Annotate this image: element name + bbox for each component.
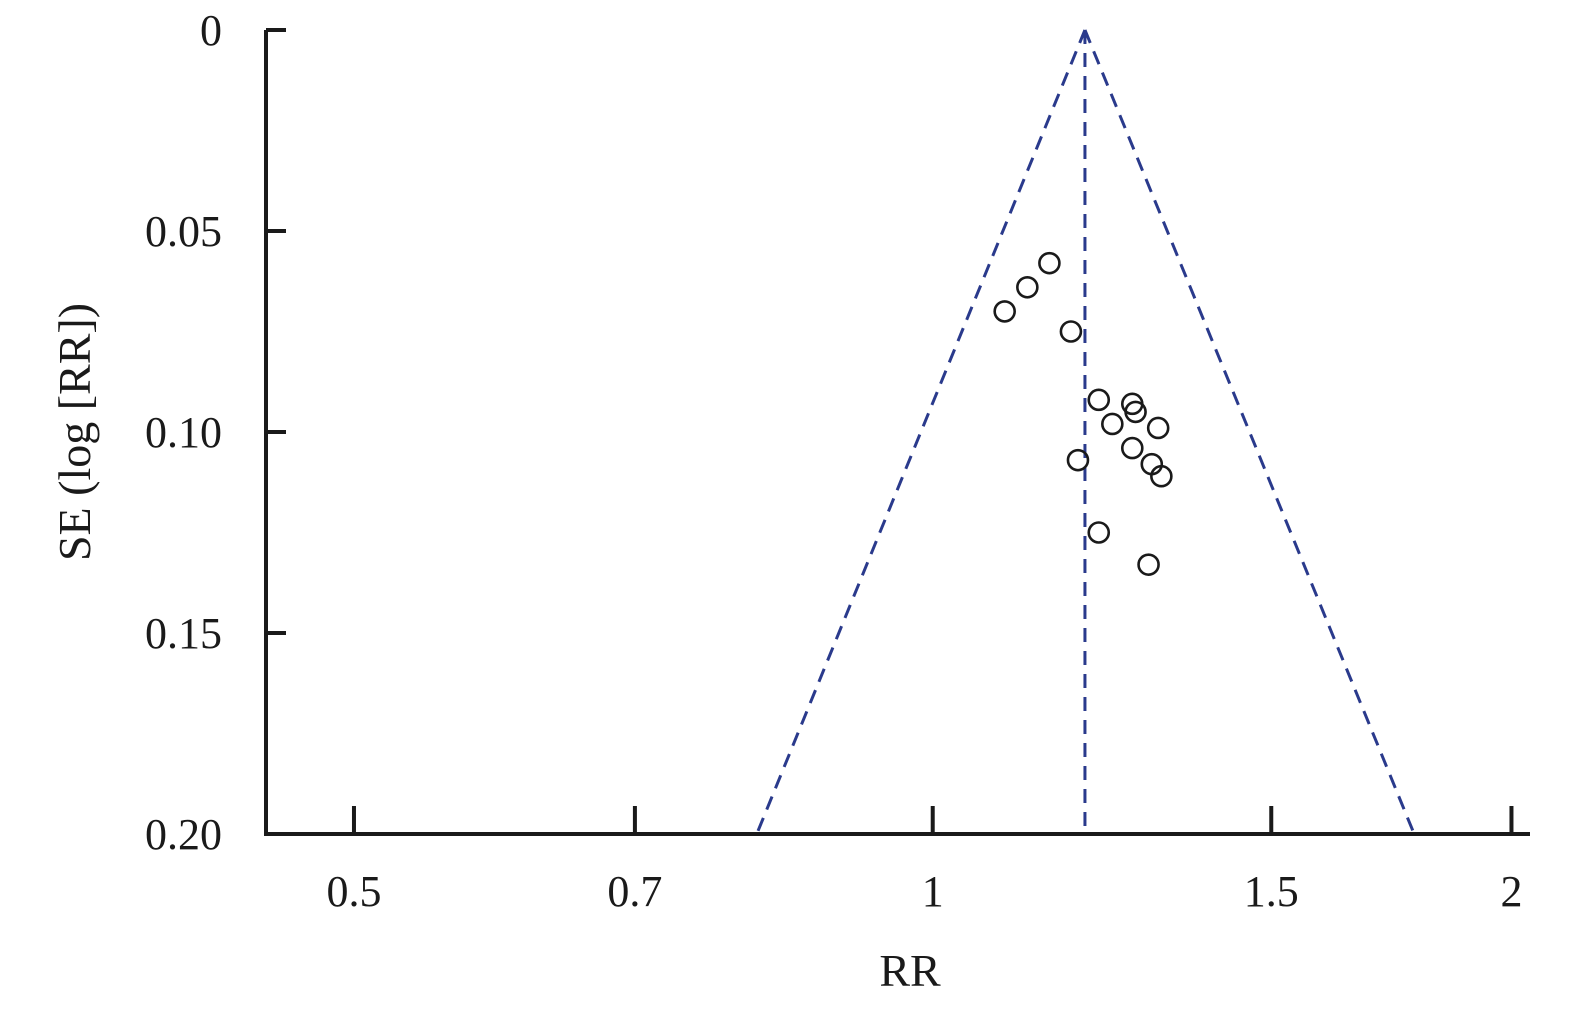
ticks: 0.5 0.7 1 1.5 2 0 0.05 0.10 0.15 0.20	[145, 6, 1522, 916]
study-point	[1066, 448, 1090, 472]
y-tick-label: 0.05	[145, 207, 222, 256]
study-point	[1146, 416, 1170, 440]
y-tick-label: 0.15	[145, 609, 222, 658]
funnel-left-limit	[755, 29, 1087, 835]
x-tick-label: 0.5	[326, 867, 381, 916]
funnel-layer	[755, 29, 1416, 835]
study-point	[1087, 521, 1111, 544]
study-point	[1059, 320, 1083, 343]
axes	[264, 30, 1530, 836]
study-points	[993, 251, 1173, 576]
x-tick-label: 2	[1500, 867, 1522, 916]
x-tick-label: 0.7	[607, 867, 662, 916]
y-tick-label: 0.10	[145, 408, 222, 457]
study-point	[1137, 553, 1160, 576]
study-point	[1016, 275, 1039, 299]
y-tick-label: 0	[200, 6, 222, 55]
study-point	[1101, 412, 1124, 436]
x-axis-label: RR	[879, 945, 941, 996]
study-point	[1124, 400, 1147, 424]
funnel-right-limit	[1083, 29, 1416, 835]
study-point	[993, 300, 1016, 323]
study-point	[1038, 251, 1061, 275]
y-axis-label: SE (log [RR])	[49, 303, 100, 561]
x-tick-label: 1.5	[1244, 867, 1299, 916]
y-tick-label: 0.20	[145, 810, 222, 859]
study-point	[1150, 464, 1173, 488]
study-point	[1087, 388, 1111, 412]
study-point	[1120, 436, 1144, 460]
x-tick-label: 1	[922, 867, 944, 916]
